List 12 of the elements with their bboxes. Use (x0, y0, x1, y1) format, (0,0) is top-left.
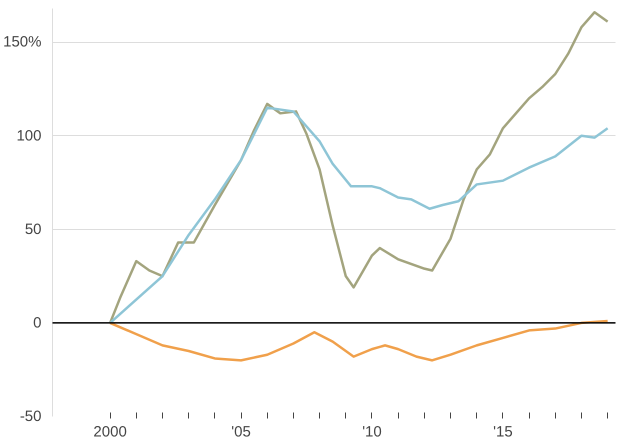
x-tick-label: '15 (493, 424, 513, 440)
y-tick-label: 100 (16, 127, 42, 144)
y-tick-label: -50 (20, 408, 42, 425)
line-series (108, 10, 609, 324)
y-tick-label: 150% (3, 34, 42, 51)
line-series (108, 106, 609, 324)
y-tick-label: 50 (24, 220, 42, 238)
line-series (108, 320, 609, 362)
x-tick-label: 2000 (93, 424, 127, 440)
x-tick-label: '10 (362, 424, 382, 440)
y-tick-label: 0 (33, 314, 42, 332)
x-tick-label: '05 (231, 424, 251, 440)
